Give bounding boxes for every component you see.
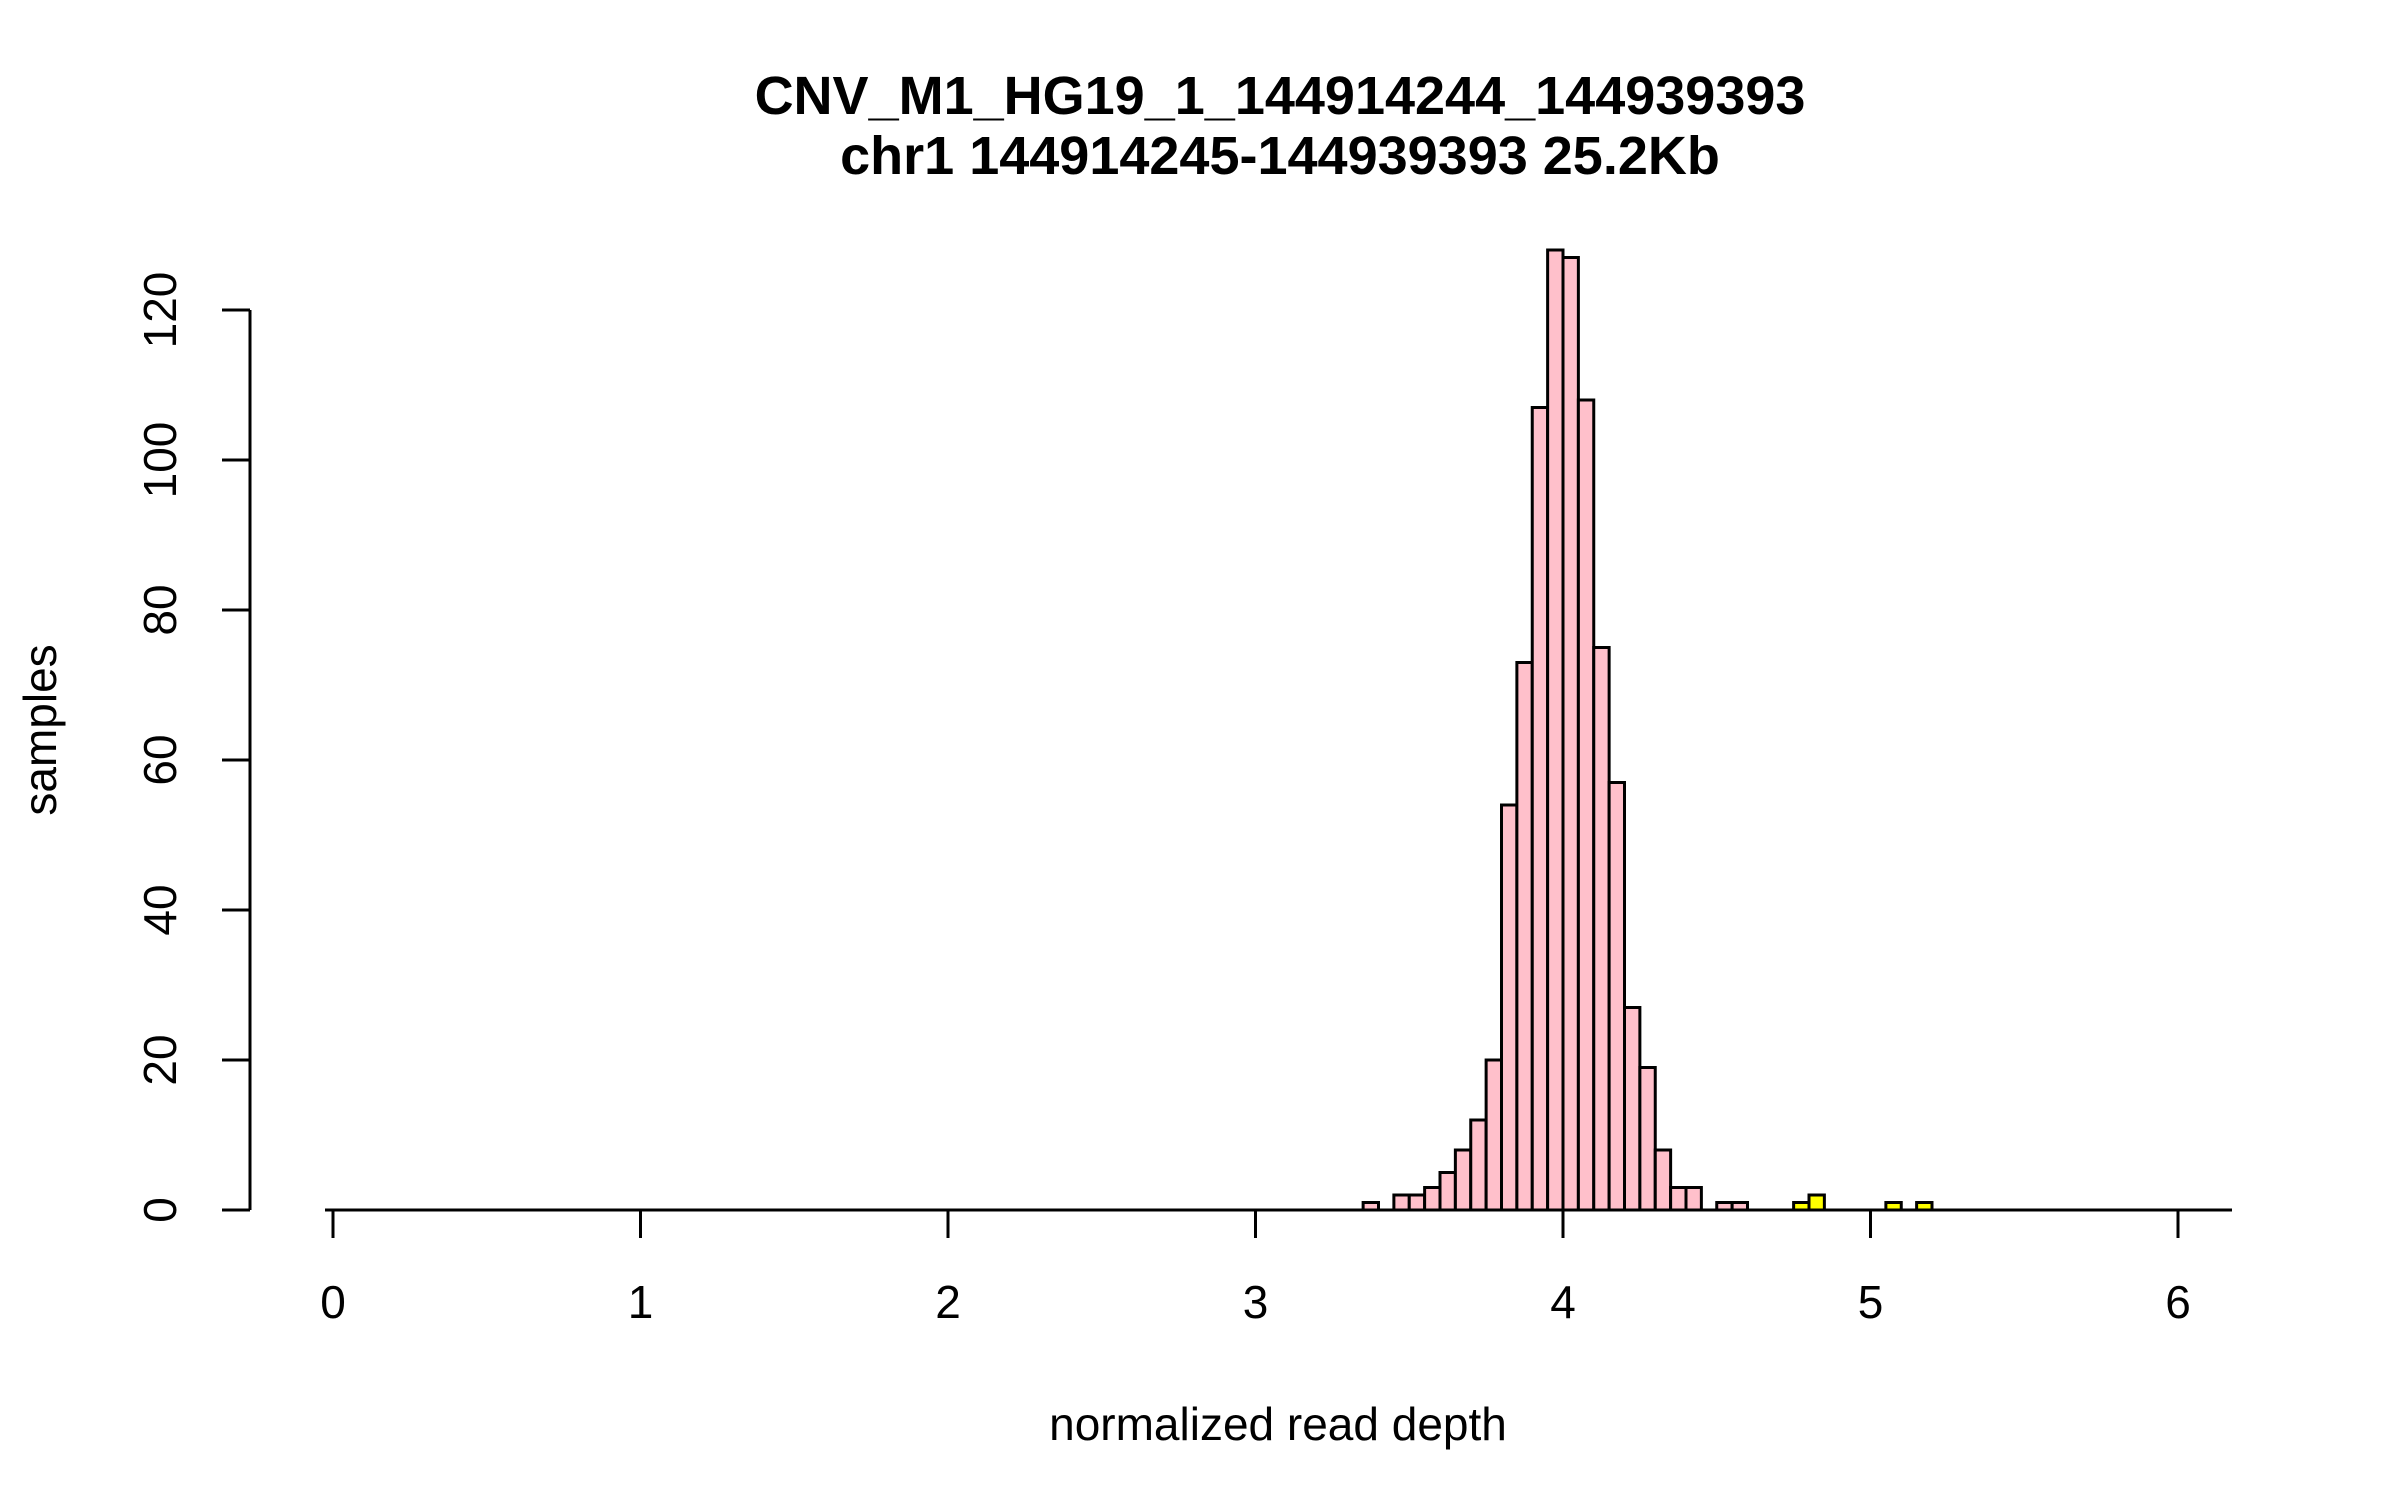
x-tick-label: 0	[320, 1276, 346, 1328]
y-axis: 0 20 40 60 80 100 120	[134, 272, 252, 1223]
y-axis-label: samples	[14, 644, 66, 815]
x-tick-label: 1	[628, 1276, 654, 1328]
histogram-bar	[1392, 1193, 1411, 1212]
histogram-bar	[1530, 406, 1550, 1212]
x-axis-label: normalized read depth	[1049, 1398, 1507, 1450]
x-tick-label: 3	[1243, 1276, 1269, 1328]
x-tick-label: 6	[2165, 1276, 2191, 1328]
histogram-bar	[1484, 1058, 1503, 1212]
histogram-bar	[1623, 1006, 1642, 1212]
histogram-bar	[1453, 1148, 1473, 1212]
histogram-bar	[1684, 1186, 1703, 1212]
y-tick-label: 0	[134, 1197, 186, 1223]
x-tick-label: 2	[935, 1276, 961, 1328]
y-tick-label: 120	[134, 272, 186, 349]
histogram-bars	[1361, 248, 1934, 1212]
histogram-bar	[1576, 398, 1596, 1212]
histogram-bar	[1469, 1118, 1488, 1212]
y-tick-label: 40	[134, 884, 186, 935]
histogram-bar	[1638, 1066, 1657, 1212]
x-axis: 0 1 2 3 4 5 6	[320, 1208, 2191, 1328]
x-tick-label: 5	[1858, 1276, 1884, 1328]
y-tick-label: 80	[134, 584, 186, 635]
histogram-bar	[1592, 646, 1611, 1212]
y-tick-label: 60	[134, 734, 186, 785]
histogram-bar	[1500, 803, 1519, 1212]
histogram-bar	[1807, 1193, 1826, 1212]
histogram-bar	[1515, 661, 1534, 1212]
chart-title: CNV_M1_HG19_1_144914244_144939393	[755, 66, 1806, 126]
histogram-bar	[1669, 1186, 1688, 1212]
histogram-bar	[1407, 1193, 1427, 1212]
histogram-bar	[1438, 1171, 1457, 1212]
histogram-bar	[1546, 248, 1565, 1212]
y-tick-label: 20	[134, 1034, 186, 1085]
histogram-bar	[1561, 256, 1580, 1212]
histogram-bar	[1607, 781, 1626, 1212]
x-tick-label: 4	[1550, 1276, 1576, 1328]
histogram-bar	[1423, 1186, 1442, 1212]
histogram-bar	[1653, 1148, 1673, 1212]
chart-subtitle: chr1 144914245-144939393 25.2Kb	[840, 126, 1720, 186]
y-tick-label: 100	[134, 422, 186, 499]
